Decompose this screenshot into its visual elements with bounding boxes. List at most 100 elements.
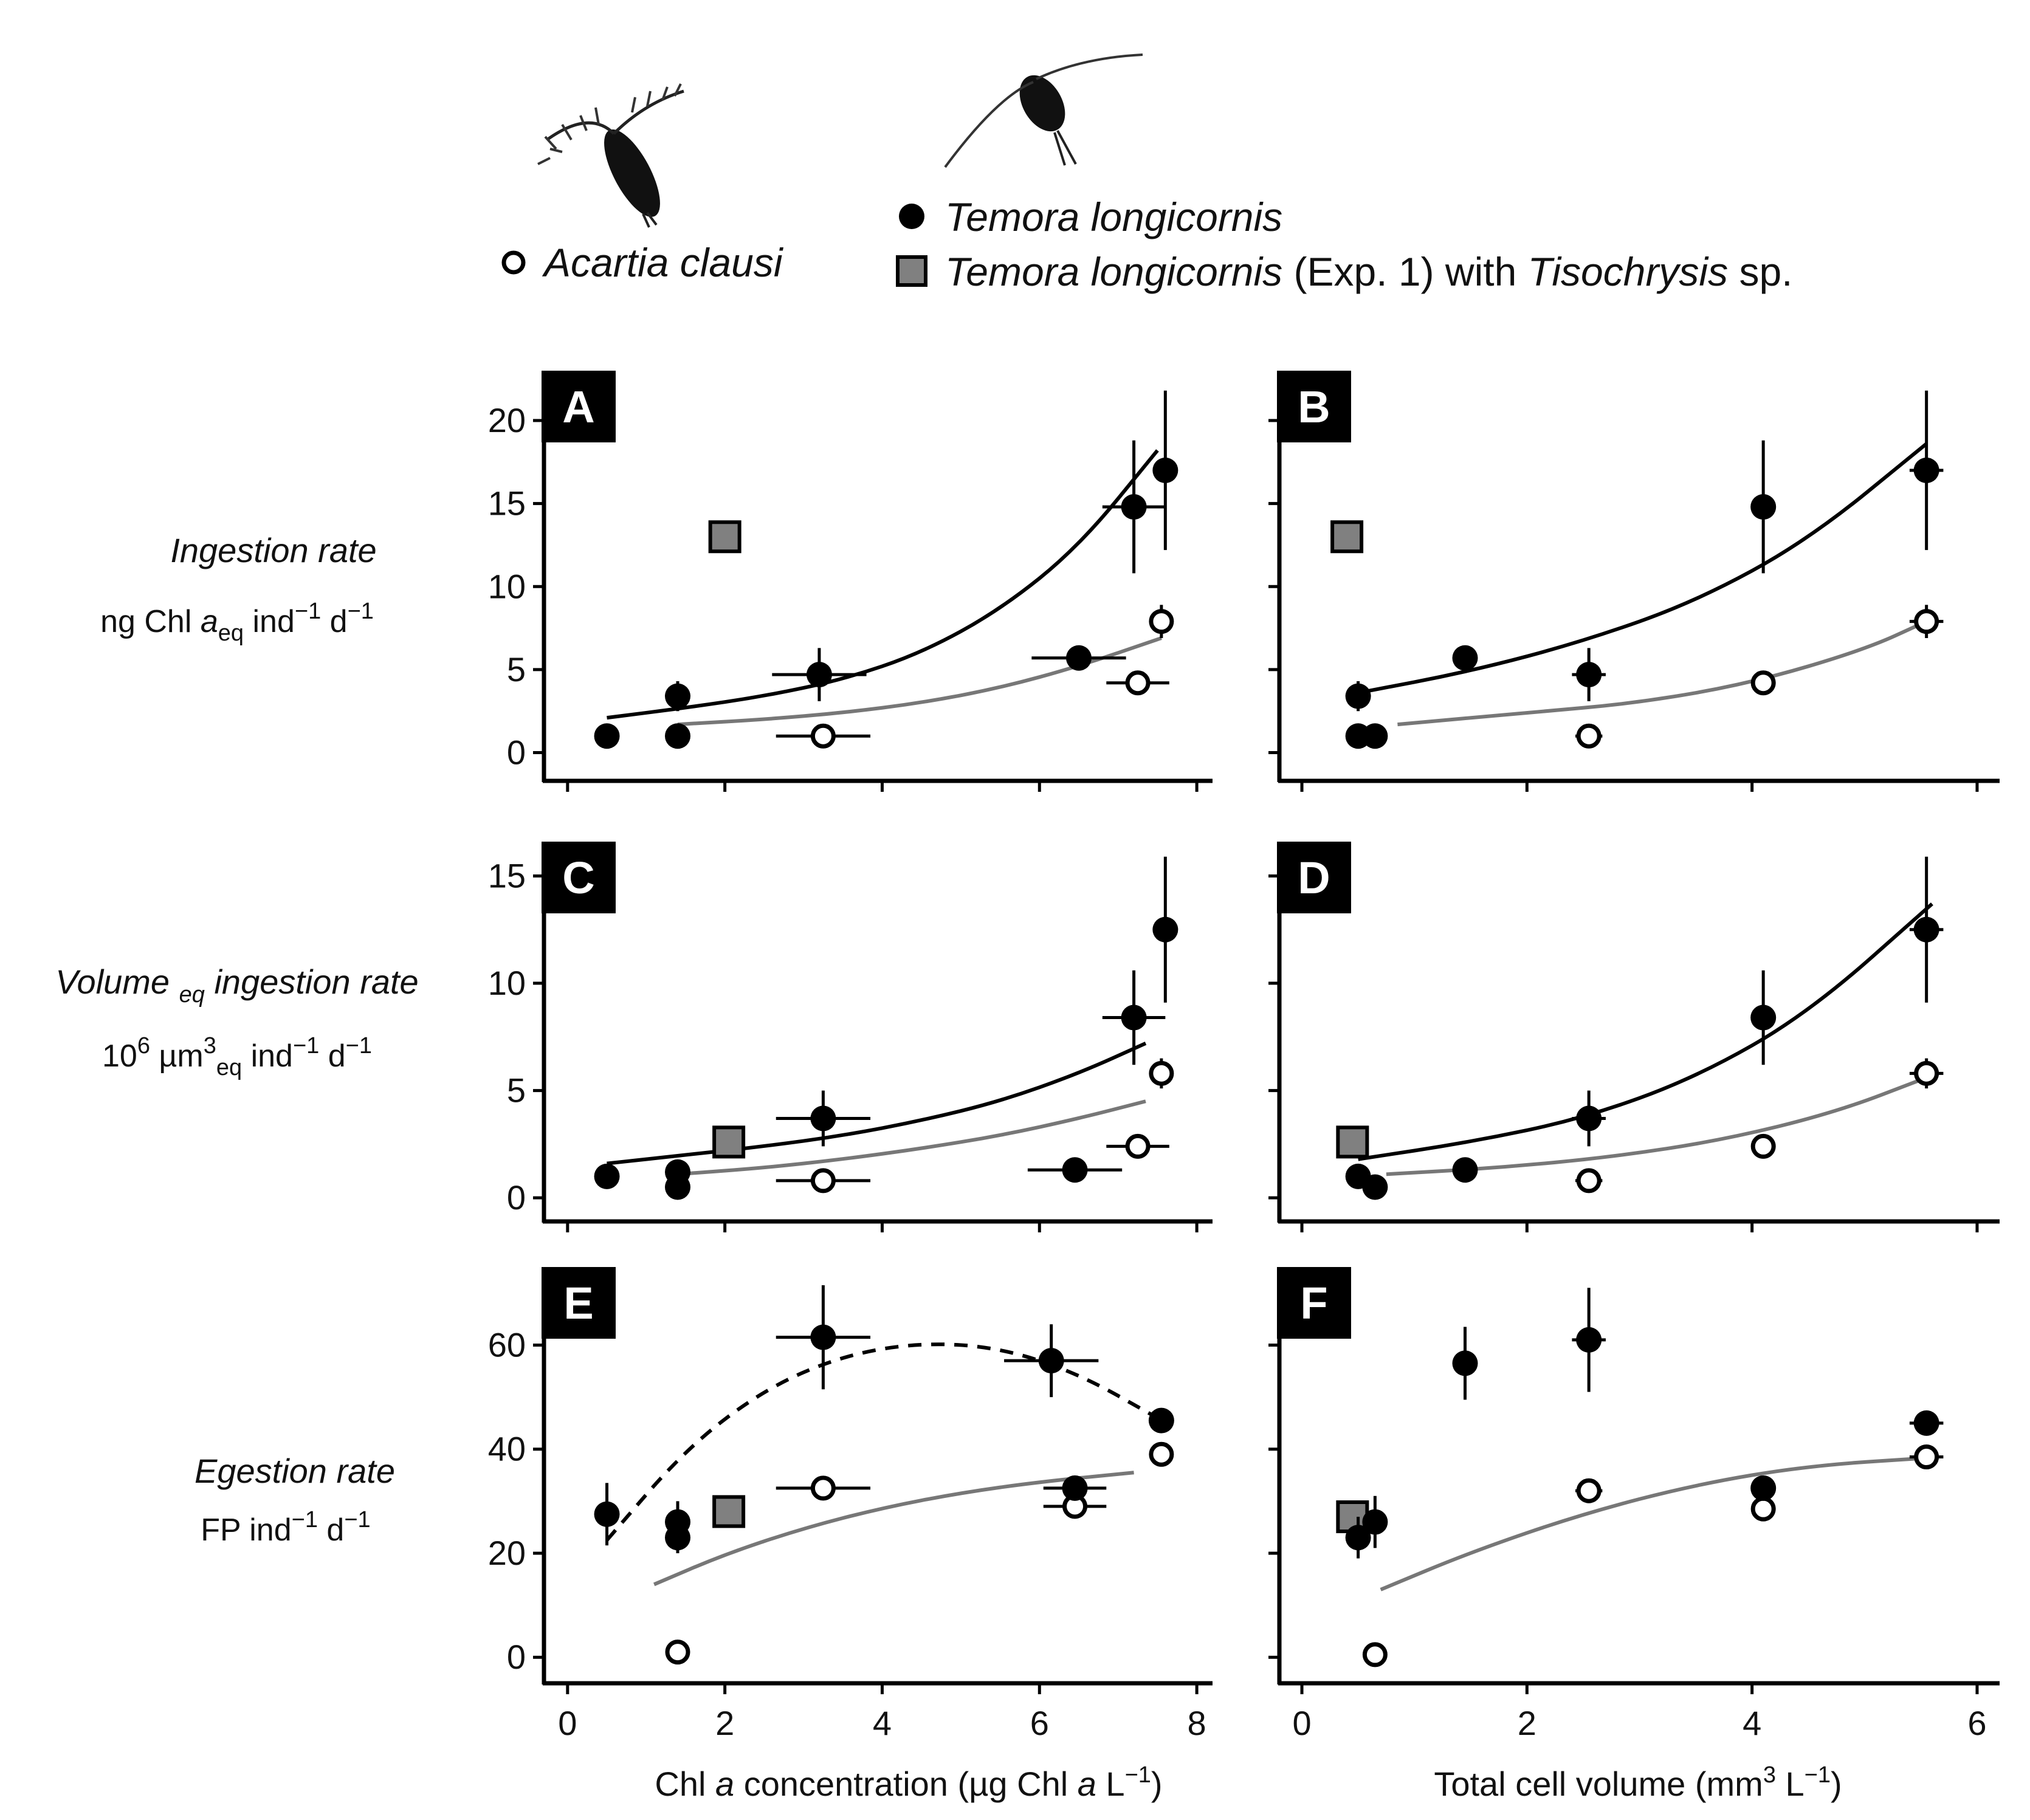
panel-b: B bbox=[1268, 371, 2000, 792]
acartia-point bbox=[1125, 1133, 1151, 1159]
temora-point bbox=[594, 1501, 620, 1527]
acartia-point bbox=[1576, 1168, 1602, 1193]
acartia-point bbox=[810, 723, 836, 749]
acartia-point bbox=[1362, 1642, 1388, 1667]
temora-point bbox=[806, 662, 832, 688]
svg-text:106 µm3eq ind−1 d−1: 106 µm3eq ind−1 d−1 bbox=[102, 1033, 372, 1080]
acartia-point bbox=[1149, 1441, 1174, 1467]
y-tick-label: 20 bbox=[488, 401, 526, 439]
temora-point bbox=[1913, 1410, 1939, 1436]
tisochrysis-point bbox=[1336, 1125, 1369, 1159]
temora-point bbox=[1576, 662, 1602, 688]
x-tick-label: 4 bbox=[1743, 1704, 1761, 1742]
fit-line-temora bbox=[607, 449, 1159, 720]
acartia-point bbox=[1125, 670, 1151, 696]
row-label-volume: Volume eq ingestion rate 106 µm3eq ind−1… bbox=[55, 963, 418, 1080]
temora-point bbox=[810, 1324, 836, 1350]
temora-point bbox=[1066, 645, 1092, 671]
fit-line-acartia bbox=[1386, 1076, 1927, 1176]
fit-line-temora bbox=[607, 1042, 1147, 1166]
acartia-point bbox=[810, 1168, 836, 1193]
panel-c: 0 5 10 15 C bbox=[488, 842, 1213, 1232]
fit-line-temora bbox=[1358, 902, 1933, 1161]
acartia-point bbox=[1149, 1060, 1174, 1086]
temora-point bbox=[1345, 683, 1371, 709]
panel-d: D bbox=[1268, 842, 2000, 1232]
legend-temora-label: Temora longicornis bbox=[945, 194, 1282, 239]
temora-point bbox=[1452, 1157, 1478, 1183]
panel-label-box bbox=[1277, 371, 1351, 442]
acartia-point bbox=[1914, 1060, 1939, 1086]
legend-temora-marker bbox=[899, 204, 924, 229]
acartia-point bbox=[1914, 609, 1939, 634]
panel-label: B bbox=[1298, 382, 1330, 432]
y-tick-label: 0 bbox=[507, 733, 526, 772]
temora-point bbox=[665, 683, 690, 709]
acartia-point bbox=[1750, 1133, 1776, 1159]
temora-point bbox=[810, 1105, 836, 1131]
fit-line-acartia bbox=[677, 1099, 1146, 1176]
tisochrysis-point bbox=[712, 1495, 746, 1528]
y-tick-label: 15 bbox=[488, 856, 526, 895]
temora-point bbox=[1362, 1174, 1388, 1200]
panel-e: 0 20 40 60 0 2 4 6 8 E bbox=[488, 1267, 1213, 1742]
temora-point bbox=[1913, 916, 1939, 943]
temora-point bbox=[1148, 1407, 1174, 1434]
acartia-point bbox=[1914, 1444, 1939, 1470]
svg-text:Ingestion rate: Ingestion rate bbox=[170, 531, 376, 569]
panel-label: C bbox=[562, 853, 594, 903]
legend-tisochrysis-label: Temora longicornis (Exp. 1) with Tisochr… bbox=[945, 249, 1792, 294]
legend-tisochrysis-marker bbox=[896, 255, 927, 287]
acartia-point bbox=[1576, 723, 1602, 749]
temora-point bbox=[1062, 1157, 1088, 1183]
row-label-ingestion: Ingestion rate ng Chl aeq ind−1 d−1 bbox=[100, 531, 377, 646]
acartia-point bbox=[1750, 670, 1776, 696]
panel-label-box bbox=[1277, 1267, 1351, 1339]
panel-label-box bbox=[542, 371, 616, 442]
acartia-point bbox=[810, 1475, 836, 1501]
y-tick-label: 0 bbox=[507, 1178, 526, 1217]
fit-line-temora bbox=[1358, 442, 1928, 695]
panel-label: D bbox=[1298, 853, 1330, 903]
fit-line-acartia bbox=[677, 636, 1162, 727]
svg-text:ng Chl aeq ind−1 d−1: ng Chl aeq ind−1 d−1 bbox=[100, 599, 374, 646]
x-tick-label: 6 bbox=[1967, 1704, 1986, 1742]
legend: Acartia clausi Temora longicornis Temora… bbox=[501, 194, 1792, 294]
temora-point bbox=[1345, 1525, 1371, 1551]
temora-point bbox=[1576, 1327, 1602, 1353]
temora-point bbox=[594, 1163, 620, 1189]
panel-a: 0 5 10 15 20 A bbox=[488, 371, 1213, 792]
x-axis-title-left: Chl a concentration (µg Chl a L−1) bbox=[655, 1762, 1162, 1803]
x-tick-label: 4 bbox=[873, 1704, 892, 1742]
panel-label: F bbox=[1300, 1278, 1327, 1328]
acartia-point bbox=[1750, 1496, 1776, 1522]
svg-text:Egestion rate: Egestion rate bbox=[194, 1452, 395, 1490]
y-tick-label: 0 bbox=[507, 1638, 526, 1676]
y-tick-label: 10 bbox=[488, 964, 526, 1002]
x-tick-label: 6 bbox=[1030, 1704, 1049, 1742]
temora-point bbox=[1152, 916, 1178, 943]
x-tick-label: 0 bbox=[558, 1704, 577, 1742]
temora-point bbox=[1750, 1475, 1777, 1501]
temora-point bbox=[1062, 1475, 1088, 1501]
temora-point bbox=[1362, 723, 1388, 749]
panel-label-box bbox=[542, 1267, 616, 1339]
x-axis-title-right: Total cell volume (mm3 L−1) bbox=[1434, 1762, 1842, 1803]
temora-point bbox=[1576, 1105, 1602, 1131]
temora-point bbox=[1121, 494, 1147, 520]
x-tick-label: 2 bbox=[1518, 1704, 1536, 1742]
temora-point bbox=[1452, 1350, 1478, 1376]
fit-line-acartia bbox=[1397, 619, 1927, 727]
legend-acartia-marker bbox=[501, 250, 526, 275]
y-tick-label: 5 bbox=[507, 650, 526, 689]
y-tick-label: 10 bbox=[488, 567, 526, 605]
temora-point bbox=[1913, 457, 1939, 483]
panel-label-box bbox=[542, 842, 616, 913]
temora-point bbox=[1452, 645, 1478, 671]
acartia-point bbox=[1149, 609, 1174, 634]
y-tick-label: 40 bbox=[488, 1430, 526, 1468]
temora-point bbox=[594, 723, 620, 749]
tisochrysis-point bbox=[708, 520, 741, 554]
panel-label: A bbox=[562, 382, 594, 432]
